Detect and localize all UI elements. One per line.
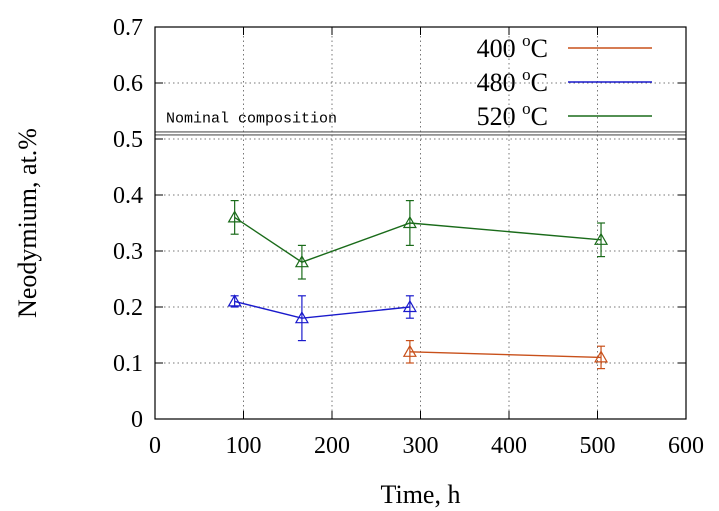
legend-label: 520 oC	[477, 99, 548, 131]
series-line	[234, 300, 410, 319]
y-tick-label: 0.4	[113, 183, 143, 209]
data-point	[402, 215, 417, 229]
x-tick-label: 0	[149, 433, 161, 459]
y-tick-label: 0.3	[113, 239, 143, 265]
y-tick-label: 0	[131, 407, 143, 433]
x-axis-title: Time, h	[381, 480, 461, 509]
x-tick-label: 400	[491, 433, 527, 459]
data-point	[294, 310, 309, 324]
grid	[155, 27, 686, 419]
series-1	[227, 294, 417, 342]
data-point	[227, 294, 242, 307]
x-tick-label: 100	[226, 433, 262, 459]
data-point	[227, 210, 242, 223]
series-line	[234, 216, 602, 263]
data-point	[294, 254, 309, 268]
series-0	[402, 340, 609, 370]
x-tick-label: 500	[580, 433, 616, 459]
y-tick-label: 0.5	[113, 127, 143, 153]
y-axis-title: Neodymium, at.%	[13, 128, 42, 318]
y-tick-label: 0.6	[113, 71, 143, 97]
reference-line-label: Nominal composition	[166, 110, 337, 127]
legend-label: 480 oC	[477, 65, 548, 97]
y-tick-label: 0.7	[113, 15, 143, 41]
data-point	[402, 344, 417, 357]
series-line	[409, 351, 602, 359]
x-tick-label: 600	[668, 433, 704, 459]
y-tick-label: 0.1	[113, 351, 143, 377]
series-2	[227, 200, 609, 280]
legend-label: 400 oC	[477, 31, 548, 63]
x-tick-label: 300	[403, 433, 439, 459]
data-point	[402, 299, 417, 313]
series	[227, 200, 609, 370]
data-point	[594, 350, 609, 363]
reference-lines: Nominal composition	[155, 110, 686, 136]
x-tick-label: 200	[314, 433, 350, 459]
ticks: 0 100 200 300 400 500 600 0 0.1 0.2 0.3 0.4 0.5 0.6 0.…	[113, 15, 704, 459]
y-tick-label: 0.2	[113, 295, 143, 321]
data-point	[594, 232, 609, 245]
